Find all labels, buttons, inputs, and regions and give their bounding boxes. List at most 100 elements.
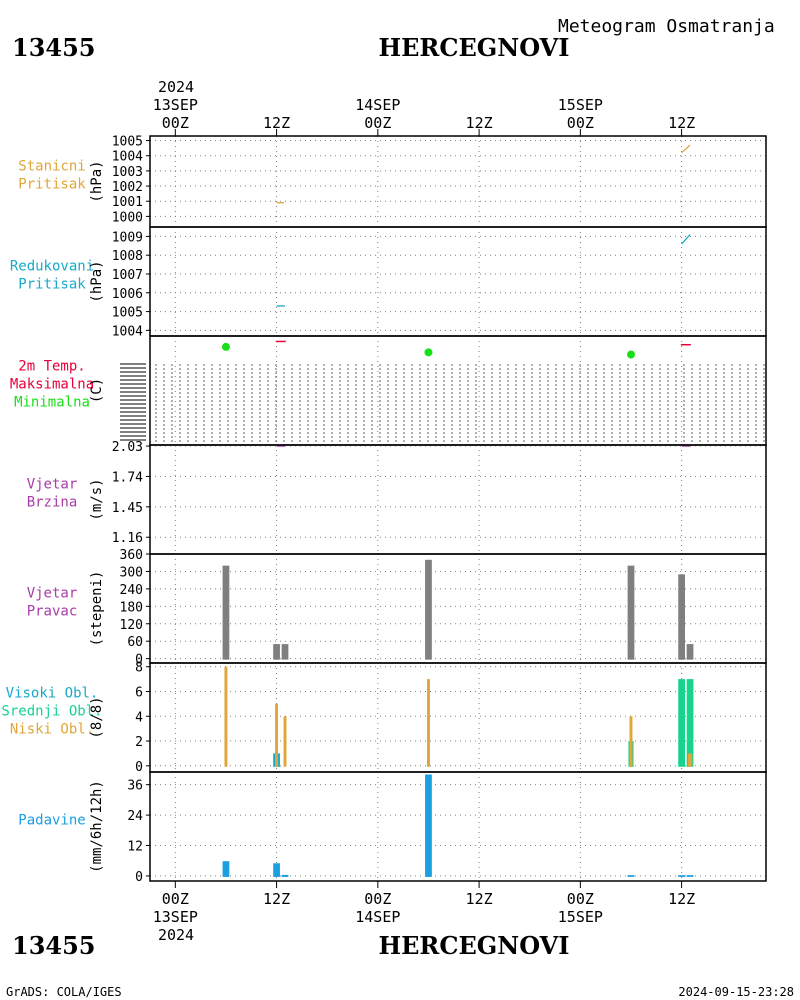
y-tick-label: 1005 bbox=[112, 306, 143, 321]
top-hour-label: 12Z bbox=[263, 114, 290, 132]
y-tick-label: 1001 bbox=[112, 195, 143, 210]
y-tick-label: 0 bbox=[135, 760, 143, 775]
data-bar bbox=[629, 716, 633, 767]
top-hour-label: 00Z bbox=[567, 114, 594, 132]
data-bar bbox=[281, 644, 289, 660]
y-tick-label: 1007 bbox=[112, 268, 143, 283]
credit: GrADS: COLA/IGES bbox=[6, 985, 122, 999]
unit-label: (hPa) bbox=[89, 160, 105, 202]
y-tick-label: 360 bbox=[120, 548, 143, 563]
y-tick-label: 1.74 bbox=[112, 470, 143, 485]
panel-frame bbox=[149, 135, 767, 228]
unit-label: (8/8) bbox=[89, 696, 105, 738]
panel-frame bbox=[149, 226, 767, 337]
y-tick-label: 1003 bbox=[112, 165, 143, 180]
data-bar bbox=[222, 861, 230, 877]
panel-label: Vjetar bbox=[27, 477, 78, 493]
y-tick-label: 1005 bbox=[112, 135, 143, 150]
top-year: 2024 bbox=[158, 78, 194, 96]
top-hour-label: 00Z bbox=[364, 114, 391, 132]
tmin-point bbox=[424, 348, 433, 357]
y-tick-label: 2 bbox=[135, 735, 143, 750]
y-tick-label: 0 bbox=[135, 870, 143, 885]
top-date-label: 13SEP bbox=[153, 96, 198, 114]
station-id-bottom: 13455 bbox=[12, 931, 96, 960]
y-tick-label: 1.45 bbox=[112, 501, 143, 516]
panel-frame bbox=[149, 771, 767, 882]
panel-frame bbox=[149, 553, 767, 664]
series-line bbox=[681, 144, 691, 154]
data-bar bbox=[678, 875, 685, 877]
y-tick-label: 36 bbox=[127, 779, 143, 794]
data-bar bbox=[273, 644, 280, 660]
unit-label: (m/s) bbox=[89, 478, 105, 520]
bottom-hour-label: 00Z bbox=[162, 890, 189, 908]
top-hour-label: 12Z bbox=[466, 114, 493, 132]
panel-label: Srednji Obl. bbox=[1, 704, 102, 720]
panel-frame bbox=[149, 662, 767, 773]
y-tick-label: 0 bbox=[135, 653, 143, 668]
data-bar bbox=[281, 874, 289, 877]
data-bar bbox=[275, 703, 279, 767]
y-tick-label: 12 bbox=[127, 840, 143, 855]
y-tick-label: 60 bbox=[127, 635, 143, 650]
y-tick-label: 1004 bbox=[112, 150, 143, 165]
y-tick-label: 24 bbox=[127, 809, 143, 824]
y-tick-label: 120 bbox=[120, 618, 143, 633]
panel-label: Visoki Obl. bbox=[6, 686, 99, 702]
data-bar bbox=[273, 863, 280, 877]
panel-frame bbox=[149, 444, 767, 555]
data-bar bbox=[283, 716, 287, 767]
unit-label: (hPa) bbox=[89, 260, 105, 302]
panel-label: Minimalna bbox=[14, 395, 90, 411]
data-bar bbox=[678, 679, 685, 767]
unit-label: (stepeni) bbox=[89, 571, 105, 647]
bottom-year: 2024 bbox=[158, 926, 194, 944]
data-bar bbox=[686, 875, 694, 877]
y-tick-label: 1008 bbox=[112, 249, 143, 264]
y-tick-label: 240 bbox=[120, 583, 143, 598]
y-tick-label: 4 bbox=[135, 710, 143, 725]
data-bar bbox=[686, 644, 694, 660]
unit-label: (C) bbox=[89, 378, 105, 403]
tmin-point bbox=[221, 342, 230, 351]
bottom-hour-label: 00Z bbox=[364, 890, 391, 908]
y-tick-label: 300 bbox=[120, 565, 143, 580]
panel-label: Pravac bbox=[27, 604, 78, 620]
data-bar bbox=[426, 679, 430, 767]
panel-frame bbox=[149, 335, 767, 446]
product-title: Meteogram Osmatranja bbox=[558, 16, 775, 37]
y-tick-label: 1002 bbox=[112, 180, 143, 195]
top-hour-label: 00Z bbox=[162, 114, 189, 132]
panel-label: Vjetar bbox=[27, 586, 78, 602]
series-line bbox=[681, 234, 691, 245]
data-bar bbox=[686, 679, 694, 767]
y-tick-label: 1004 bbox=[112, 324, 143, 339]
top-date-label: 15SEP bbox=[558, 96, 603, 114]
bottom-hour-label: 12Z bbox=[263, 890, 290, 908]
top-hour-label: 12Z bbox=[668, 114, 695, 132]
data-bar bbox=[627, 875, 635, 877]
bottom-hour-label: 00Z bbox=[567, 890, 594, 908]
station-id-top: 13455 bbox=[12, 33, 96, 62]
panel-label: Padavine bbox=[18, 813, 85, 829]
bottom-date-label: 13SEP bbox=[153, 908, 198, 926]
unit-label: (mm/6h/12h) bbox=[89, 780, 105, 873]
top-date-label: 14SEP bbox=[355, 96, 400, 114]
data-bar bbox=[678, 574, 685, 660]
bottom-date-label: 15SEP bbox=[558, 908, 603, 926]
y-tick-label: 1000 bbox=[112, 210, 143, 225]
y-tick-label: 1009 bbox=[112, 230, 143, 245]
panel-label: Pritisak bbox=[18, 177, 86, 193]
y-tick-label: 6 bbox=[135, 685, 143, 700]
station-name-top: HERCEGNOVI bbox=[378, 33, 569, 62]
panel-label: Brzina bbox=[27, 495, 78, 511]
bottom-hour-label: 12Z bbox=[668, 890, 695, 908]
tmin-point bbox=[626, 350, 635, 359]
panel-label: 2m Temp. bbox=[18, 359, 85, 375]
panel-label: Pritisak bbox=[18, 277, 86, 293]
panel-label: Niski Obl. bbox=[10, 722, 94, 738]
y-tick-label: 1.16 bbox=[112, 531, 143, 546]
